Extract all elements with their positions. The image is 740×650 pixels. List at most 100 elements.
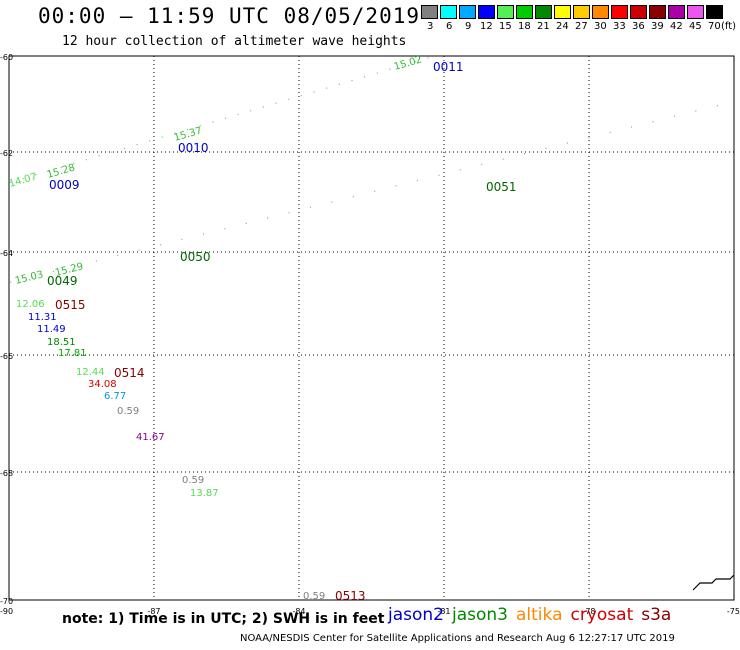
- track-time-label: 0515: [55, 298, 86, 312]
- colorbar-cell: [611, 5, 628, 19]
- swh-value: 0.59: [182, 475, 204, 486]
- swh-value: 34.08: [88, 379, 117, 390]
- swh-track-marks: ·: [46, 166, 52, 177]
- swh-track-marks: ·: [96, 151, 102, 162]
- colorbar-label: 39: [651, 21, 664, 32]
- swh-track-marks: ·: [197, 121, 203, 132]
- swh-track-marks: ·: [109, 147, 115, 158]
- swh-track-marks: ·: [147, 136, 153, 147]
- swh-value: 12.44: [76, 367, 105, 378]
- swh-value: 6.77: [104, 391, 126, 402]
- track-time-label: 0050: [180, 250, 211, 264]
- colorbar-label: 12: [480, 21, 493, 32]
- swh-track-marks: ·: [362, 72, 368, 83]
- footer-note: note: 1) Time is in UTC; 2) SWH is in fe…: [62, 611, 385, 627]
- swh-value: 15.03: [14, 269, 44, 287]
- swh-track-marks: ·: [20, 174, 26, 185]
- credit-line: NOAA/NESDIS Center for Satellite Applica…: [240, 633, 675, 644]
- swh-track-marks: ·: [349, 76, 355, 87]
- colorbar-cell: [459, 5, 476, 19]
- swh-track-marks: ·: [223, 113, 229, 124]
- swh-track-marks: ·: [51, 267, 57, 278]
- satellite-altika: altika: [516, 605, 563, 625]
- colorbar-cell: [592, 5, 609, 19]
- swh-track-marks: ·: [58, 162, 64, 173]
- swh-track-marks: ·: [286, 95, 292, 106]
- colorbar-label: 70: [708, 21, 721, 32]
- track-time-label: 0049: [47, 274, 78, 288]
- track-time-label: 0051: [486, 180, 517, 194]
- colorbar-label: 6: [446, 21, 453, 32]
- swh-track-marks: ·: [261, 102, 267, 113]
- swh-track-marks: ·: [159, 132, 165, 143]
- swh-track-marks: ·: [84, 155, 90, 166]
- swh-track-marks: ·: [387, 64, 393, 75]
- swh-track-marks: ·: [586, 133, 592, 144]
- swh-value: 18.51: [47, 337, 76, 348]
- colorbar-cell: [516, 5, 533, 19]
- track-time-label: 0514: [114, 366, 145, 380]
- swh-track-marks: ·: [479, 160, 485, 171]
- lon-tick-label: -84: [292, 607, 305, 616]
- swh-track-marks: ·: [172, 128, 178, 139]
- swh-track-marks: ·: [372, 186, 378, 197]
- colorbar-cell: [440, 5, 457, 19]
- swh-value: 17.81: [58, 348, 87, 359]
- colorbar-cell: [630, 5, 647, 19]
- satellite-legend: jason2 jason3 altika cryosat s3a: [388, 605, 679, 625]
- track-time-label: 0011: [433, 60, 464, 74]
- swh-track-marks: ·: [179, 235, 185, 246]
- swh-value: 11.31: [28, 312, 57, 323]
- colorbar-label: 33: [613, 21, 626, 32]
- swh-value: 14.07: [8, 171, 39, 189]
- lat-tick-label: -62: [0, 149, 13, 158]
- map-frame: [8, 55, 735, 601]
- swh-track-marks: ·: [248, 106, 254, 117]
- coastline: [692, 574, 735, 591]
- swh-track-marks: ·: [185, 125, 191, 136]
- swh-track-marks: ·: [137, 245, 143, 256]
- colorbar-cell: [649, 5, 666, 19]
- swh-value: 13.87: [190, 488, 219, 499]
- lon-tick-label: -90: [0, 607, 13, 616]
- swh-track-marks: ·: [72, 261, 78, 272]
- swh-track-marks: ·: [158, 240, 164, 251]
- track-time-label: 0010: [178, 141, 209, 155]
- swh-track-marks: ·: [273, 98, 279, 109]
- swh-value: 12.06: [16, 299, 45, 310]
- colorbar-label: 18: [518, 21, 531, 32]
- swh-track-marks: ·: [543, 144, 549, 155]
- swh-track-marks: ·: [672, 112, 678, 123]
- swh-track-marks: ·: [415, 176, 421, 187]
- swh-track-marks: ·: [94, 256, 100, 267]
- swh-value: 15.02: [393, 54, 424, 72]
- swh-track-marks: ·: [337, 80, 343, 91]
- swh-track-marks: ·: [122, 144, 128, 155]
- swh-track-marks: ·: [201, 229, 207, 240]
- swh-track-marks: ·: [71, 159, 77, 170]
- map-title: 00:00 – 11:59 UTC 08/05/2019: [38, 4, 421, 28]
- colorbar-label: 3: [427, 21, 434, 32]
- colorbar-label: 42: [670, 21, 683, 32]
- lat-tick-label: -68: [0, 469, 13, 478]
- swh-track-marks: ·: [244, 219, 250, 230]
- colorbar-label: 21: [537, 21, 550, 32]
- lat-tick-label: -70: [0, 597, 13, 606]
- swh-track-marks: ·: [608, 128, 614, 139]
- track-time-label: 0009: [49, 178, 80, 192]
- colorbar-label: 36: [632, 21, 645, 32]
- colorbar-label: 45: [689, 21, 702, 32]
- lon-tick-label: -78: [582, 607, 595, 616]
- lat-tick-label: -60: [0, 53, 13, 62]
- track-time-label: 0513: [335, 589, 366, 603]
- colorbar-label: 9: [465, 21, 472, 32]
- colorbar-cell: [478, 5, 495, 19]
- swh-track-marks: ·: [522, 149, 528, 160]
- swh-track-marks: ·: [115, 251, 121, 262]
- colorbar-label: 30: [594, 21, 607, 32]
- swh-track-marks: ·: [374, 68, 380, 79]
- swh-track-marks: ·: [286, 208, 292, 219]
- swh-track-marks: ·: [458, 165, 464, 176]
- colorbar-cell: [535, 5, 552, 19]
